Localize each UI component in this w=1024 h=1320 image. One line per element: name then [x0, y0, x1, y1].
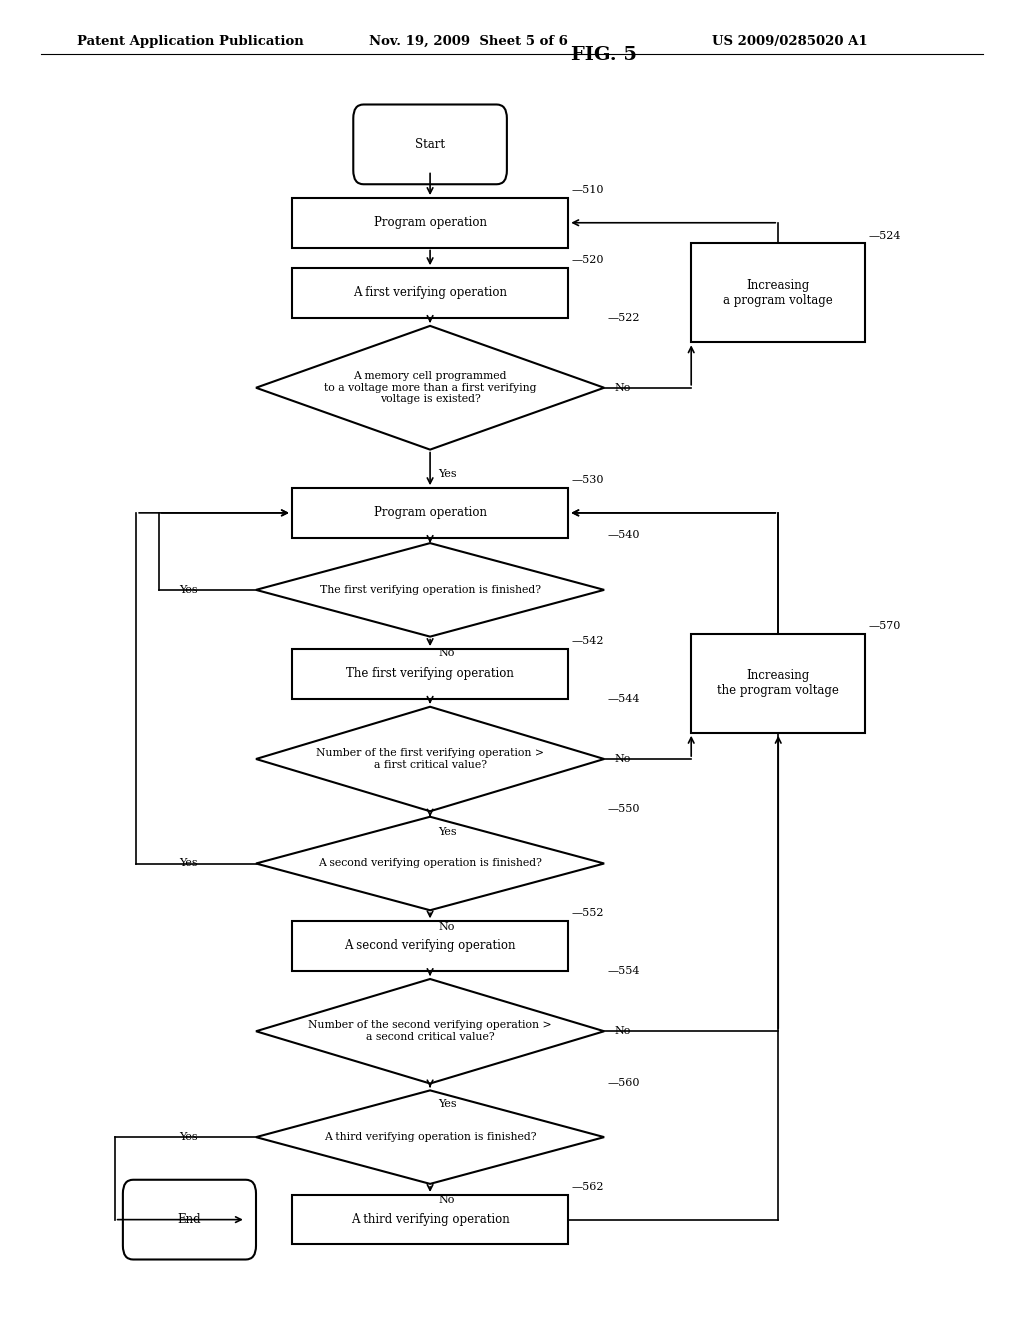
Text: Increasing
the program voltage: Increasing the program voltage [717, 669, 840, 697]
Text: —554: —554 [607, 966, 640, 977]
Text: A third verifying operation is finished?: A third verifying operation is finished? [324, 1133, 537, 1142]
Bar [292, 649, 568, 698]
Text: A memory cell programmed
to a voltage more than a first verifying
voltage is exi: A memory cell programmed to a voltage mo… [324, 371, 537, 404]
Text: Yes: Yes [179, 585, 198, 595]
Text: No: No [614, 1026, 631, 1036]
Polygon shape [256, 326, 604, 450]
Bar [292, 198, 568, 248]
Text: FIG. 5: FIG. 5 [571, 46, 637, 63]
Text: End: End [177, 1213, 202, 1226]
Text: Start: Start [415, 137, 445, 150]
Text: Program operation: Program operation [374, 507, 486, 519]
Text: No: No [614, 383, 631, 393]
Text: —552: —552 [571, 908, 604, 919]
Text: Yes: Yes [438, 1100, 457, 1109]
Text: —562: —562 [571, 1183, 604, 1192]
Text: Program operation: Program operation [374, 216, 486, 230]
FancyBboxPatch shape [123, 1180, 256, 1259]
Text: —560: —560 [607, 1077, 640, 1088]
Text: Yes: Yes [179, 1133, 198, 1142]
Text: No: No [438, 648, 455, 659]
Text: Yes: Yes [179, 858, 198, 869]
Text: The first verifying operation is finished?: The first verifying operation is finishe… [319, 585, 541, 595]
Text: A second verifying operation is finished?: A second verifying operation is finished… [318, 858, 542, 869]
Text: —570: —570 [868, 622, 901, 631]
Text: Number of the first verifying operation >
a first critical value?: Number of the first verifying operation … [316, 748, 544, 770]
Text: A second verifying operation: A second verifying operation [344, 940, 516, 953]
Text: —540: —540 [607, 531, 640, 540]
Text: —550: —550 [607, 804, 640, 814]
Bar [691, 243, 865, 342]
Text: No: No [438, 921, 455, 932]
Polygon shape [256, 706, 604, 812]
Bar [691, 634, 865, 733]
Text: Patent Application Publication: Patent Application Publication [77, 34, 303, 48]
Text: US 2009/0285020 A1: US 2009/0285020 A1 [712, 34, 867, 48]
Bar [292, 268, 568, 318]
Text: Yes: Yes [438, 826, 457, 837]
Text: —522: —522 [607, 313, 640, 323]
Text: —530: —530 [571, 475, 604, 486]
FancyBboxPatch shape [353, 104, 507, 185]
Text: Nov. 19, 2009  Sheet 5 of 6: Nov. 19, 2009 Sheet 5 of 6 [369, 34, 567, 48]
Text: The first verifying operation: The first verifying operation [346, 667, 514, 680]
Text: Increasing
a program voltage: Increasing a program voltage [723, 279, 834, 306]
Bar [292, 1195, 568, 1245]
Text: A first verifying operation: A first verifying operation [353, 286, 507, 300]
Polygon shape [256, 543, 604, 636]
Text: —520: —520 [571, 255, 604, 265]
Polygon shape [256, 979, 604, 1084]
Text: No: No [438, 1196, 455, 1205]
Text: —524: —524 [868, 231, 901, 240]
Text: Number of the second verifying operation >
a second critical value?: Number of the second verifying operation… [308, 1020, 552, 1041]
Polygon shape [256, 1090, 604, 1184]
Text: Yes: Yes [438, 470, 457, 479]
Text: —510: —510 [571, 185, 604, 195]
Text: —544: —544 [607, 694, 640, 704]
Text: A third verifying operation: A third verifying operation [350, 1213, 510, 1226]
Polygon shape [256, 817, 604, 911]
Bar [292, 488, 568, 537]
Text: —542: —542 [571, 636, 604, 647]
Text: No: No [614, 754, 631, 764]
Bar [292, 921, 568, 970]
